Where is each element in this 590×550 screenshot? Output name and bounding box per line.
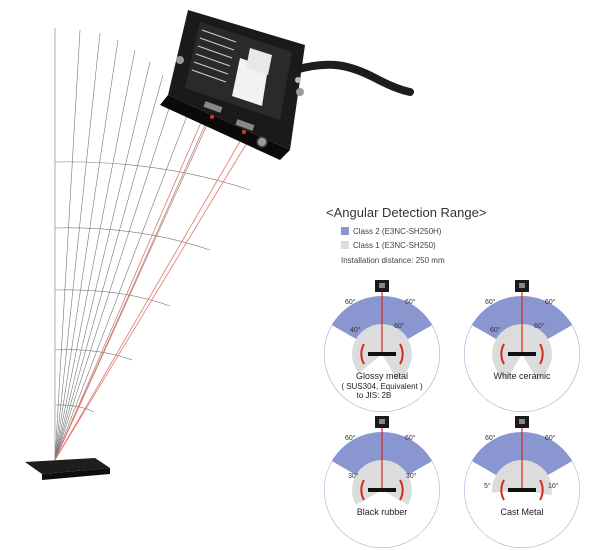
sensor-window — [519, 419, 525, 424]
inner-right-angle-label: 30° — [406, 472, 417, 480]
sensor-window — [379, 419, 385, 424]
range-title: <Angular Detection Range> — [326, 205, 487, 220]
inner-right-angle-label: 60° — [534, 322, 545, 330]
target-bar — [508, 352, 536, 356]
outer-left-angle-label: 60° — [485, 434, 496, 442]
outer-left-angle-label: 60° — [485, 298, 496, 306]
panel-2: 60° 60° 60° 60° White ceramic — [464, 280, 580, 412]
legend-label-class1: Class 1 (E3NC-SH250) — [353, 241, 436, 250]
outer-right-angle-label: 60° — [545, 434, 556, 442]
installation-distance: Installation distance: 250 mm — [341, 256, 445, 265]
material-name: Cast Metal — [500, 507, 543, 517]
panel-3: 60° 60° 30° 30° Black rubber — [324, 416, 440, 548]
inner-left-angle-label: 60° — [490, 326, 501, 334]
material-spec-2: to JIS: 2B — [357, 391, 392, 400]
inner-left-angle-label: 30° — [348, 472, 359, 480]
material-name: Black rubber — [357, 507, 408, 517]
inner-lobe-left — [491, 324, 522, 380]
inner-right-angle-label: 60° — [394, 322, 405, 330]
rotate-arrow-right — [539, 343, 544, 365]
rotate-arrow-left — [360, 479, 365, 501]
rotate-arrow-left — [500, 343, 505, 365]
inner-lobe-left — [491, 460, 522, 493]
outer-right-angle-label: 60° — [545, 298, 556, 306]
legend-swatch-class1 — [341, 241, 349, 249]
inner-lobe-right — [382, 324, 413, 380]
material-name: White ceramic — [493, 371, 551, 381]
sensor-window — [379, 283, 385, 288]
target-bar — [368, 352, 396, 356]
panel-1: 60° 60° 40° 60° Glossy metal( SUS304, Equiva… — [324, 280, 440, 412]
outer-left-angle-label: 60° — [345, 298, 356, 306]
legend-swatch-class2 — [341, 227, 349, 235]
angle-grid — [54, 28, 251, 461]
material-spec-1: ( SUS304, Equivalent ) — [341, 382, 423, 391]
rotate-arrow-right — [539, 479, 544, 501]
inner-left-angle-label: 5° — [484, 482, 491, 490]
outer-right-angle-label: 60° — [405, 434, 416, 442]
angular-panels: 60° 60° 40° 60° Glossy metal( SUS304, Equiva… — [324, 280, 580, 548]
inner-lobe-left — [351, 460, 382, 505]
outer-left-angle-label: 60° — [345, 434, 356, 442]
outer-right-angle-label: 60° — [405, 298, 416, 306]
legend-class2: Class 2 (E3NC-SH250H) — [341, 227, 441, 237]
sensor-window — [519, 283, 525, 288]
inner-lobe-right — [382, 460, 413, 505]
rotate-arrow-right — [399, 479, 404, 501]
legend-class1: Class 1 (E3NC-SH250) — [341, 241, 436, 251]
laser-beams — [54, 112, 249, 461]
rotate-arrow-right — [399, 343, 404, 365]
panel-4: 60° 60° 5° 10° Cast Metal — [464, 416, 580, 548]
target-bar — [368, 488, 396, 492]
sensor-cable — [291, 60, 414, 96]
inner-left-angle-label: 40° — [350, 326, 361, 334]
inner-lobe-left — [351, 324, 382, 374]
sensor-body — [160, 10, 305, 160]
material-name: Glossy metal — [356, 371, 408, 381]
legend-label-class2: Class 2 (E3NC-SH250H) — [353, 227, 442, 236]
inner-lobe-right — [522, 324, 553, 380]
target-block — [25, 458, 110, 480]
target-bar — [508, 488, 536, 492]
inner-lobe-right — [522, 460, 552, 496]
rotate-arrow-left — [500, 479, 505, 501]
inner-right-angle-label: 10° — [548, 482, 559, 490]
rotate-arrow-left — [360, 343, 365, 365]
